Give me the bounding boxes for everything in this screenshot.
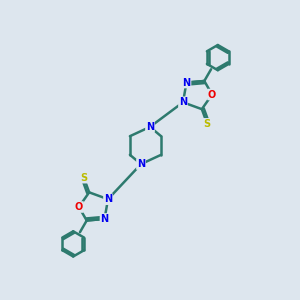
Text: N: N [104, 194, 112, 204]
Text: N: N [146, 122, 154, 132]
Text: S: S [204, 119, 211, 129]
Text: O: O [75, 202, 83, 212]
Text: N: N [179, 97, 187, 107]
Text: N: N [137, 159, 145, 169]
Text: S: S [80, 173, 87, 183]
Text: N: N [100, 214, 109, 224]
Text: N: N [182, 77, 190, 88]
Text: O: O [208, 89, 216, 100]
